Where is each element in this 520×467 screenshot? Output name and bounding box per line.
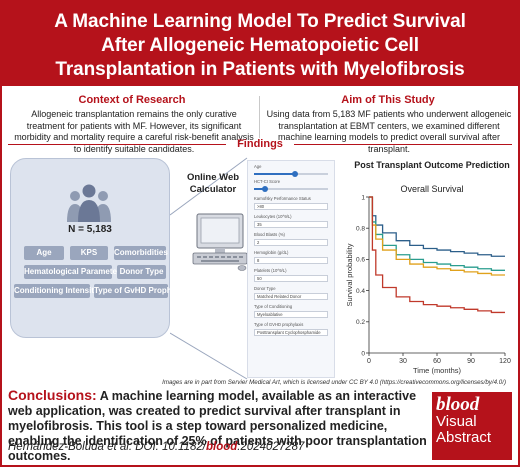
platelets-input[interactable]: 50 xyxy=(254,275,328,282)
kps-select[interactable]: >80 xyxy=(254,203,328,210)
hct-slider-knob[interactable] xyxy=(262,186,269,192)
citation-text: Hernández-Boluda et al. DOI: 10.1182/ xyxy=(8,441,206,453)
hct-slider[interactable] xyxy=(254,186,328,192)
x-tick-label: 90 xyxy=(467,358,475,365)
calculator-form: Age HCT-CI Score Karnofsky Performance S… xyxy=(247,160,335,378)
gvhd-select[interactable]: Posttransplant Cyclophosphamide xyxy=(254,329,328,336)
age-slider[interactable] xyxy=(254,171,328,177)
survival-chart: 0 30 60 90 120 0 0.2 0.4 0.6 0.8 1 Time (months) Sur… xyxy=(345,195,511,375)
y-tick-label: 0.2 xyxy=(356,319,365,326)
conditioning-select[interactable]: Myeloablative xyxy=(254,311,328,318)
age-slider-knob[interactable] xyxy=(291,171,298,177)
conclusions-label: Conclusions: xyxy=(8,387,97,403)
kps-label: Karnofsky Performance Status xyxy=(254,196,311,201)
x-tick-label: 120 xyxy=(499,358,511,365)
age-slider-fill xyxy=(254,173,295,175)
survival-curve-4 xyxy=(369,196,505,314)
y-tick-label: 1 xyxy=(361,195,365,201)
platelets-label: Platelets (10^9/L) xyxy=(254,268,287,273)
y-tick-label: 0.6 xyxy=(356,257,365,264)
age-label: Age xyxy=(254,164,262,169)
badge-line-abstract: Abstract xyxy=(436,429,492,446)
badge-line-visual: Visual xyxy=(436,413,477,430)
feature-chip-hematological: Hematological Parameters xyxy=(24,265,125,279)
hemoglobin-input[interactable]: 8 xyxy=(254,257,328,264)
section-divider xyxy=(259,96,260,138)
feature-chip-gvhd: Type of GvHD Prophylaxis xyxy=(94,284,194,298)
y-tick-label: 0.4 xyxy=(356,288,365,295)
chart-subtitle: Overall Survival xyxy=(400,184,464,194)
feature-chip-age: Age xyxy=(24,246,64,260)
x-tick-label: 30 xyxy=(399,358,407,365)
survival-curve-2 xyxy=(369,196,505,271)
image-credit: Images are in part from Servier Medical … xyxy=(162,379,506,386)
leukocytes-input[interactable]: 35 xyxy=(254,221,328,228)
hct-slider-fill xyxy=(254,188,266,190)
feature-chip-kps: KPS xyxy=(70,246,108,260)
x-tick-label: 0 xyxy=(367,358,371,365)
page-title: A Machine Learning Model To Predict Surv… xyxy=(54,11,466,80)
findings-header: Findings xyxy=(8,138,512,150)
survival-curve-1 xyxy=(369,196,505,257)
y-tick-label: 0.8 xyxy=(356,226,365,233)
header-banner: A Machine Learning Model To Predict Surv… xyxy=(2,2,518,86)
computer-icon xyxy=(192,213,248,271)
aim-text: Using data from 5,183 MF patients who un… xyxy=(266,109,512,154)
citation-doi-suffix: .2024027287 xyxy=(237,441,305,453)
conditioning-label: Type of Conditioning xyxy=(254,304,293,309)
findings-title: Findings xyxy=(237,138,283,150)
feature-chip-comorbidities: Comorbidities xyxy=(114,246,168,260)
sample-size-label: N = 5,183 xyxy=(68,224,112,235)
aim-title: Aim of This Study xyxy=(341,94,435,106)
citation-journal: blood xyxy=(205,441,238,453)
blasts-label: Blood Blasts (%) xyxy=(254,232,285,237)
x-axis-label: Time (months) xyxy=(413,366,462,375)
y-axis-label: Survival probability xyxy=(345,243,354,306)
blood-logo: blood xyxy=(436,394,480,415)
chart-title: Post Transplant Outcome Prediction xyxy=(354,160,510,170)
x-tick-label: 60 xyxy=(433,358,441,365)
context-text: Allogeneic transplantation remains the o… xyxy=(14,109,254,154)
survival-curve-3 xyxy=(369,196,505,276)
feature-chip-donor-type: Donor Type xyxy=(117,265,166,279)
citation: Hernández-Boluda et al. DOI: 10.1182/blo… xyxy=(8,441,428,453)
conclusions-text: A machine learning model, available as a… xyxy=(8,389,427,463)
context-title: Context of Research xyxy=(78,94,186,106)
findings-line-right xyxy=(294,144,512,145)
hct-label: HCT-CI Score xyxy=(254,179,281,184)
findings-line-left xyxy=(8,144,226,145)
hemoglobin-label: Hemoglobin (g/dL) xyxy=(254,250,289,255)
donor-label: Donor Type xyxy=(254,286,276,291)
conclusions-block: Conclusions: A machine learning model, a… xyxy=(8,388,428,464)
visual-abstract-badge: blood Visual Abstract xyxy=(432,392,512,460)
blasts-input[interactable]: 2 xyxy=(254,239,328,246)
feature-chip-conditioning: Conditioning Intensity xyxy=(14,284,98,298)
donor-select[interactable]: Matched Related Donor xyxy=(254,293,328,300)
badge-text: Visual Abstract xyxy=(436,414,491,446)
y-tick-label: 0 xyxy=(361,350,365,357)
leukocytes-label: Leukocytes (10^9/L) xyxy=(254,214,292,219)
patients-icon xyxy=(67,184,111,222)
panel-connector xyxy=(170,157,248,380)
gvhd-label: Type of GVHD prophylaxis xyxy=(254,322,304,327)
calculator-label: Online Web Calculator xyxy=(186,172,240,195)
